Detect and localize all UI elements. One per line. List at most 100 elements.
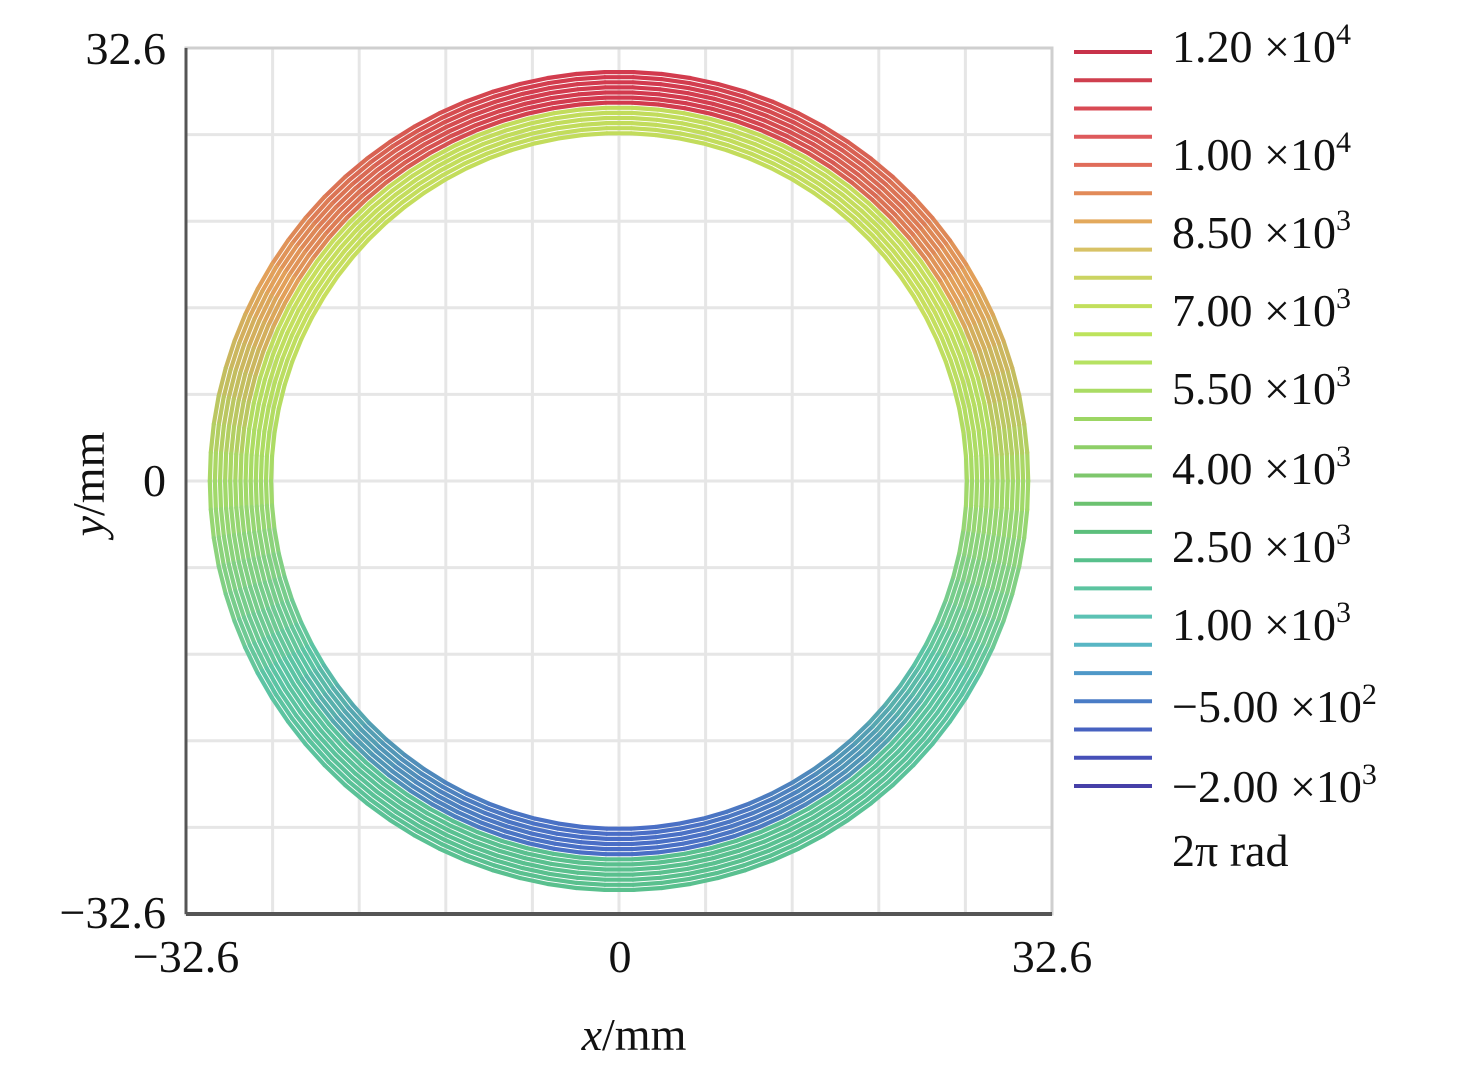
contour-ring-segment: [916, 644, 933, 671]
contour-ring-segment: [987, 531, 997, 562]
contour-ring-segment: [462, 796, 489, 811]
contour-ring-segment: [262, 528, 271, 558]
contour-ring-segment: [294, 713, 316, 740]
contour-ring-segment: [280, 333, 294, 361]
x-tick-labels: −32.6 0 32.6: [133, 931, 1092, 982]
contour-ring-segment: [656, 851, 687, 860]
contour-ring-segment: [985, 373, 997, 404]
contour-ring-segment: [883, 756, 909, 780]
contour-ring-segment: [796, 111, 826, 129]
contour-ring-segment: [238, 344, 251, 375]
contour-ring-segment: [552, 841, 583, 850]
contour-ring-segment: [687, 75, 721, 87]
contour-ring-segment: [228, 340, 242, 372]
contour-ring-segment: [266, 553, 277, 582]
contour-ring-segment: [300, 676, 319, 703]
contour-ring-segment: [269, 430, 277, 459]
contour-ring-segment: [277, 576, 290, 604]
contour-ring-segment: [396, 761, 421, 781]
contour-ring-segment: [1010, 366, 1022, 398]
contour-ring-segment: [866, 738, 890, 761]
contour-ring-segment: [257, 581, 271, 611]
contour-ring-segment: [1012, 394, 1022, 427]
contour-ring-segment: [976, 318, 992, 349]
contour-ring-segment: [360, 763, 385, 786]
contour-ring-segment: [653, 826, 683, 835]
contour-ring-segment: [758, 127, 788, 143]
contour-ring-segment: [828, 165, 855, 185]
contour-ring-segment: [322, 763, 348, 788]
contour-ring-segment: [444, 832, 474, 849]
contour-ring-segment: [269, 238, 291, 267]
contour-ring-segment: [899, 695, 920, 720]
contour-ring-segment: [349, 775, 376, 798]
contour-ring-segment: [967, 322, 982, 352]
contour-annulus: [207, 69, 1031, 893]
contour-ring-segment: [969, 641, 986, 671]
contour-ring-segment: [911, 642, 929, 668]
contour-ring-segment: [495, 96, 526, 109]
contour-ring-segment: [576, 95, 608, 102]
contour-ring-segment: [234, 425, 242, 457]
contour-ring-segment: [221, 534, 231, 567]
contour-ring-segment: [471, 839, 501, 853]
contour-ring-segment: [629, 829, 659, 836]
contour-ring-segment: [837, 196, 861, 217]
contour-ring-segment: [236, 371, 248, 403]
contour-ring-segment: [955, 634, 972, 664]
contour-ring-segment: [1001, 506, 1009, 538]
contour-ring-segment: [1001, 591, 1015, 624]
contour-ring-segment: [654, 836, 685, 845]
contour-ring-segment: [842, 143, 870, 165]
contour-ring-segment: [310, 235, 332, 261]
contour-ring-segment: [768, 842, 799, 858]
contour-ring-segment: [724, 148, 752, 161]
contour-ring-segment: [576, 865, 608, 872]
contour-ring-segment: [355, 731, 379, 754]
contour-ring-segment: [574, 880, 608, 887]
contour-ring-segment: [302, 707, 324, 734]
contour-ring-segment: [211, 535, 221, 569]
x-tick-label: 0: [609, 931, 632, 982]
contour-ring-segment: [275, 303, 292, 332]
contour-ring-segment: [962, 580, 976, 610]
contour-ring-segment: [790, 767, 816, 785]
contour-ring-segment: [490, 868, 523, 881]
contour-ring-segment: [714, 86, 747, 99]
contour-ring-segment: [408, 788, 435, 807]
contour-ring-segment: [496, 101, 528, 114]
contour-ring-segment: [883, 255, 903, 279]
contour-ring-segment: [789, 819, 819, 838]
contour-ring-segment: [977, 402, 986, 432]
contour-ring-segment: [340, 745, 365, 769]
contour-ring-segment: [223, 478, 229, 511]
contour-ring-segment: [846, 756, 872, 778]
contour-ring-segment: [437, 846, 468, 863]
contour-ring-segment: [252, 530, 261, 560]
contour-ring-segment: [419, 173, 445, 191]
contour-ring-segment: [1011, 423, 1020, 456]
colorbar-swatches: [1074, 50, 1152, 788]
contour-ring-segment: [655, 107, 686, 116]
contour-ring-segment: [248, 478, 254, 509]
contour-ring-segment: [974, 453, 980, 484]
contour-ring-segment: [290, 716, 312, 743]
contour-ring-segment: [267, 527, 276, 557]
contour-ring-segment: [630, 870, 663, 877]
contour-ring-segment: [366, 720, 389, 742]
contour-ring-segment: [819, 177, 845, 197]
contour-ring-segment: [740, 848, 771, 863]
contour-ring-segment: [256, 377, 267, 407]
contour-ring-segment: [253, 478, 259, 509]
contour-ring-segment: [229, 424, 237, 456]
contour-ring-segment: [432, 797, 460, 815]
contour-ring-segment: [986, 314, 1001, 345]
contour-ring-segment: [782, 138, 811, 156]
contour-ring-segment: [256, 322, 271, 352]
contour-ring-segment: [937, 656, 956, 684]
contour-ring-segment: [252, 641, 269, 671]
contour-ring-segment: [856, 727, 879, 750]
contour-ring-segment: [762, 118, 792, 134]
x-tick-label: 32.6: [1012, 931, 1093, 982]
contour-ring-segment: [365, 801, 393, 823]
